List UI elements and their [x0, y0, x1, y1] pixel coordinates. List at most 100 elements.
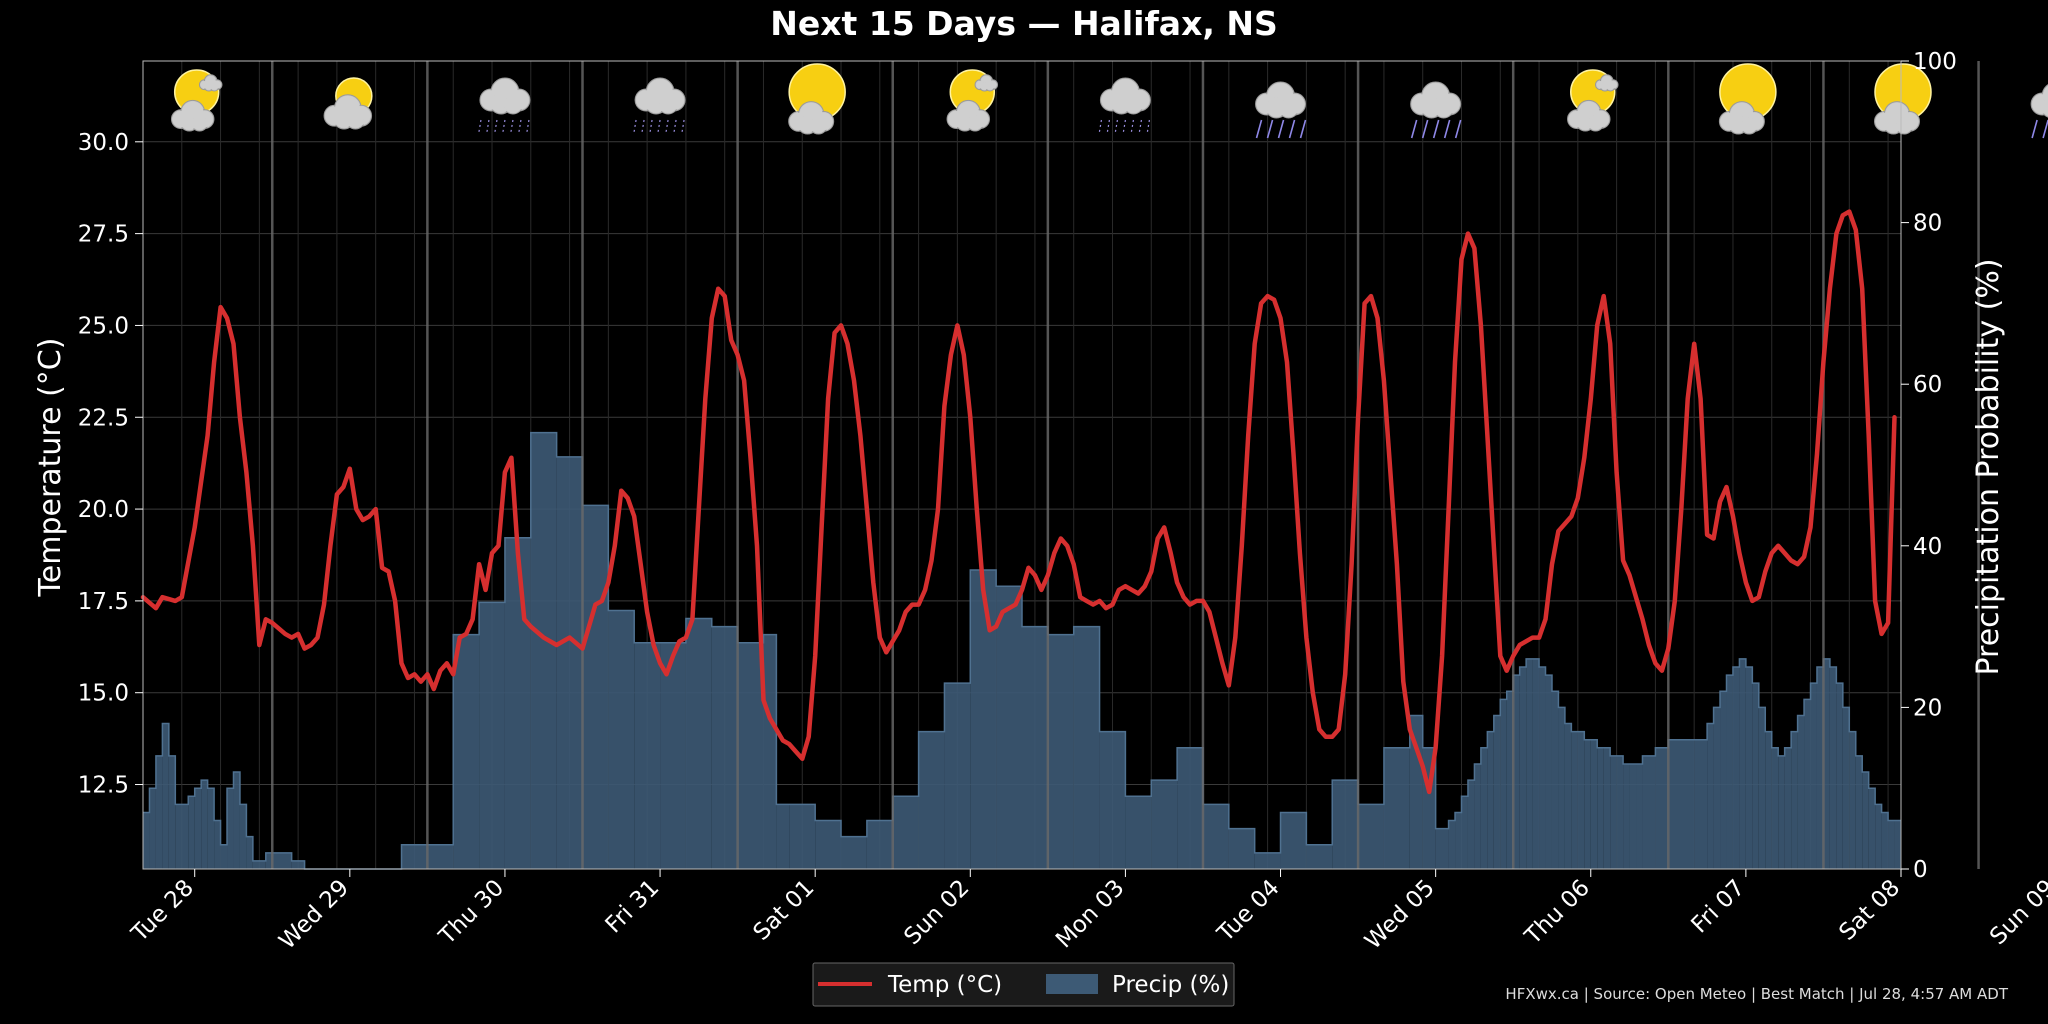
precip-bar — [1493, 715, 1501, 869]
precip-bar — [155, 755, 163, 869]
precip-bar — [582, 505, 609, 869]
y-axis-label-right: Precipitation Probability (%) — [1971, 258, 2006, 675]
precip-bar — [1513, 675, 1520, 869]
footer-credit: HFXwx.ca | Source: Open Meteo | Best Mat… — [1505, 985, 2008, 1003]
precip-bar — [1771, 747, 1779, 869]
rain-cloud-icon — [1410, 81, 1462, 139]
precip-bar — [944, 683, 971, 869]
drizzle-cloud-icon — [478, 77, 531, 133]
precip-bar — [1881, 812, 1889, 869]
precip-bar — [1474, 763, 1481, 869]
temp-series — [140, 209, 1897, 795]
left-tick-label: 27.5 — [78, 222, 129, 248]
precip-bar — [291, 860, 305, 869]
precip-bar — [1765, 731, 1772, 869]
precip-bar — [737, 642, 764, 869]
precip-bar — [1047, 634, 1074, 869]
left-tick-label: 17.5 — [78, 589, 129, 615]
precip-bar — [1577, 731, 1585, 869]
precip-bar — [1616, 755, 1624, 869]
precip-bar — [143, 812, 150, 869]
precip-bar — [453, 634, 480, 869]
legend-precip-swatch — [1046, 974, 1098, 994]
precip-bar — [530, 432, 557, 869]
rain-cloud-icon — [2030, 83, 2048, 139]
precip-bar — [866, 820, 893, 869]
precip-bar — [1816, 667, 1824, 869]
precip-bar — [1791, 731, 1798, 869]
precip-bar — [1448, 820, 1456, 869]
precip-bar — [1022, 626, 1048, 869]
precip-bar — [1642, 755, 1656, 869]
precip-bar — [1526, 658, 1533, 869]
left-tick-label: 15.0 — [78, 681, 129, 707]
mostly-cloudy-icon — [323, 77, 373, 130]
legend-box — [812, 962, 1235, 1007]
right-tick-label: 20 — [1913, 695, 1942, 721]
precip-bar — [149, 788, 156, 869]
right-tick-label: 80 — [1913, 211, 1942, 237]
precip-bar — [1073, 626, 1100, 869]
precip-bar — [246, 836, 253, 869]
precip-bar — [996, 586, 1022, 869]
precip-bar — [162, 723, 169, 869]
left-tick-label: 12.5 — [78, 773, 129, 799]
partly-cloudy-icon — [1567, 69, 1619, 132]
precip-bar — [401, 844, 428, 869]
precip-bar — [918, 731, 945, 869]
legend-precip-label: Precip (%) — [1112, 972, 1229, 998]
precip-bar — [479, 602, 505, 869]
precip-bar — [1358, 804, 1384, 869]
partly-sunny-icon — [788, 63, 846, 135]
precip-bar — [1306, 844, 1333, 869]
precip-bar — [1720, 691, 1727, 869]
precip-bar — [239, 804, 247, 869]
precip-bar — [1732, 667, 1740, 869]
precip-bar — [776, 804, 790, 869]
right-tick-label: 40 — [1913, 534, 1942, 560]
right-tick-label: 100 — [1913, 49, 1957, 75]
precip-bar — [711, 626, 738, 869]
day-weather-icons — [170, 63, 2048, 139]
precip-bar — [1571, 731, 1578, 869]
precip-bar — [1623, 763, 1630, 869]
precip-bar — [1888, 820, 1895, 869]
precip-bars — [143, 431, 1901, 870]
precip-bar — [1519, 667, 1527, 869]
precip-bar — [841, 836, 867, 869]
precip-bar — [1099, 731, 1126, 869]
precip-bar — [685, 618, 712, 869]
precip-bar — [763, 634, 777, 869]
precip-bar — [1435, 828, 1449, 869]
precip-bar — [427, 844, 454, 869]
temp-line — [140, 209, 1897, 795]
precip-bar — [1545, 675, 1552, 869]
precip-bar — [220, 844, 228, 869]
precip-bar — [1461, 796, 1468, 869]
precip-bar — [504, 537, 531, 869]
precip-bar — [1480, 747, 1488, 869]
precip-bar — [1797, 715, 1805, 869]
precip-bar — [1810, 683, 1817, 869]
precip-bar — [1177, 747, 1203, 869]
precip-bar — [1784, 747, 1792, 869]
precip-bar — [634, 642, 661, 869]
precip-bar — [1862, 772, 1869, 869]
precip-bar — [815, 820, 842, 869]
right-tick-label: 60 — [1913, 372, 1942, 398]
precip-bar — [1332, 780, 1359, 869]
plot-frame — [142, 60, 1902, 870]
precip-bar — [1202, 804, 1229, 869]
precip-bar — [1875, 804, 1882, 869]
precip-bar — [1603, 747, 1611, 869]
left-axis-ticks: 12.5 15.0 17.5 20.0 22.5 25.0 27.5 30.0 — [78, 130, 143, 799]
precip-bar — [1713, 707, 1721, 869]
right-tick-label: 0 — [1913, 857, 1928, 883]
precip-bar — [1752, 683, 1759, 869]
precip-bar — [1804, 699, 1811, 869]
left-tick-label: 25.0 — [78, 313, 129, 339]
legend: Temp (°C) Precip (%) — [812, 962, 1235, 1007]
precip-bar — [252, 860, 266, 869]
y-axis-label-left: Temperature (°C) — [33, 338, 68, 598]
